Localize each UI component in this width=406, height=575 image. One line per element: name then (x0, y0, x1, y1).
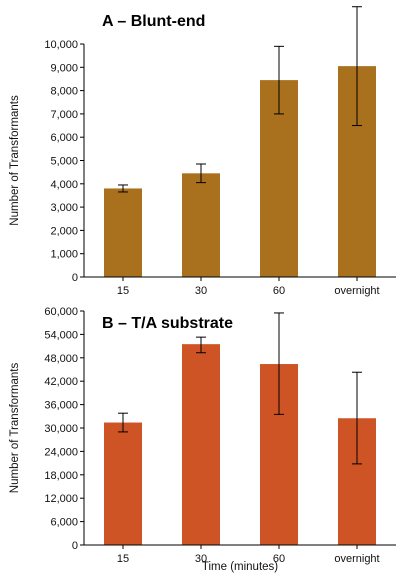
panel-a-chart: A – Blunt-end Number of Transformants 0 1,0… (9, 6, 396, 297)
error-bar-15 (118, 184, 128, 193)
error-bar-overnight (352, 6, 362, 127)
x-tick-label: 15 (117, 553, 129, 565)
y-tick-label: 60,000 (44, 306, 78, 318)
x-axis-label: Time (minutes) (202, 561, 278, 573)
y-tick-label: 6,000 (50, 132, 78, 144)
y-tick-label: 24,000 (44, 446, 78, 458)
chart-title: A – Blunt-end (102, 13, 205, 30)
y-tick-label: 9,000 (50, 62, 78, 74)
x-tick-label: 60 (273, 285, 285, 297)
y-tick-label: 30,000 (44, 423, 78, 435)
y-tick-label: 0 (72, 272, 78, 284)
y-tick-label: 0 (72, 540, 78, 552)
y-tick-label: 2,000 (50, 225, 78, 237)
y-tick-label: 10,000 (44, 39, 78, 51)
y-tick-label: 18,000 (44, 470, 78, 482)
x-tick-label: overnight (334, 285, 379, 297)
y-tick-label: 5,000 (50, 156, 78, 168)
chart-title: B – T/A substrate (102, 315, 233, 332)
y-tick-label: 42,000 (44, 376, 78, 388)
x-tick-label: 60 (273, 553, 285, 565)
y-tick-label: 54,000 (44, 329, 78, 341)
y-tick-label: 48,000 (44, 353, 78, 365)
y-tick-label: 36,000 (44, 400, 78, 412)
y-axis-label: Number of Transformants (9, 363, 21, 494)
error-bar-60 (274, 312, 284, 415)
y-tick-label: 1,000 (50, 249, 78, 261)
bar-30 (182, 173, 220, 277)
y-tick-label: 6,000 (50, 517, 78, 529)
y-tick-label: 8,000 (50, 86, 78, 98)
y-axis-label: Number of Transformants (9, 95, 21, 226)
y-tick-label: 3,000 (50, 202, 78, 214)
y-tick-label: 7,000 (50, 109, 78, 121)
y-tick-label: 4,000 (50, 179, 78, 191)
x-tick-label: 30 (195, 285, 207, 297)
x-tick-label: overnight (334, 553, 379, 565)
y-tick-label: 12,000 (44, 493, 78, 505)
error-bar-30 (196, 163, 206, 184)
bar-15 (104, 422, 142, 545)
bar-30 (182, 344, 220, 545)
x-tick-label: 30 (195, 553, 207, 565)
error-bar-30 (196, 336, 206, 354)
x-tick-label: 15 (117, 285, 129, 297)
error-bar-15 (118, 412, 128, 433)
bar-15 (104, 188, 142, 277)
panel-b-chart: B – T/A substrate Number of Transformants… (9, 306, 396, 573)
error-bar-overnight (352, 371, 362, 465)
error-bar-60 (274, 45, 284, 115)
